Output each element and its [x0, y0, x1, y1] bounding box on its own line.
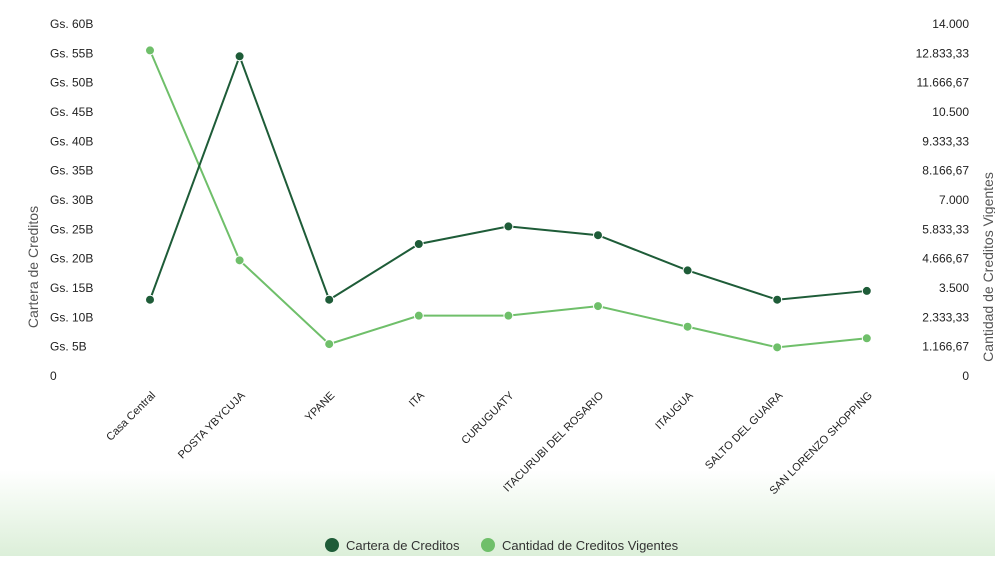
legend-swatch	[325, 538, 339, 552]
data-point[interactable]	[682, 265, 693, 276]
right-tick-label: 4.666,67	[922, 252, 969, 266]
legend: Cartera de Creditos Cantidad de Creditos …	[325, 538, 679, 553]
data-point[interactable]	[503, 310, 514, 321]
right-tick-label: 11.666,67	[917, 76, 970, 90]
left-tick-label: Gs. 35B	[50, 164, 93, 178]
data-point[interactable]	[772, 294, 783, 305]
legend-label[interactable]: Cantidad de Creditos Vigentes	[502, 538, 679, 553]
data-point[interactable]	[324, 339, 335, 350]
left-tick-label: Gs. 20B	[50, 252, 93, 266]
x-tick-label: YPANE	[303, 390, 337, 424]
left-tick-label: 0	[50, 369, 57, 383]
right-tick-label: 0	[962, 369, 969, 383]
right-tick-label: 10.500	[932, 105, 969, 119]
data-point[interactable]	[503, 221, 514, 232]
left-tick-label: Gs. 60B	[50, 17, 93, 31]
left-tick-label: Gs. 15B	[50, 281, 93, 295]
data-point[interactable]	[234, 51, 245, 62]
legend-label[interactable]: Cartera de Creditos	[346, 538, 460, 553]
data-point[interactable]	[413, 239, 424, 249]
x-tick-label: Casa Central	[104, 390, 158, 444]
left-axis-title: Cartera de Creditos	[25, 206, 41, 328]
right-tick-label: 12.833,33	[916, 46, 970, 60]
x-tick-label: ITAUGUA	[653, 389, 696, 432]
right-tick-label: 1.166,67	[922, 340, 969, 354]
right-tick-label: 8.166,67	[922, 164, 969, 178]
right-tick-label: 7.000	[939, 193, 969, 207]
data-point[interactable]	[145, 294, 155, 305]
data-point[interactable]	[861, 285, 872, 296]
series-layer	[145, 45, 872, 353]
left-tick-label: Gs. 10B	[50, 310, 93, 324]
series-line	[149, 53, 867, 302]
right-axis-title: Cantidad de Creditos Vigentes	[980, 172, 995, 362]
data-point[interactable]	[593, 301, 603, 312]
left-tick-label: Gs. 25B	[50, 222, 93, 236]
data-point[interactable]	[413, 310, 424, 321]
right-tick-label: 5.833,33	[922, 222, 969, 236]
x-tick-label: ITA	[407, 389, 427, 409]
data-point[interactable]	[234, 255, 245, 266]
data-point[interactable]	[682, 321, 693, 332]
left-axis-ticks: 0 Gs. 5B Gs. 10B Gs. 15B Gs. 20B Gs. 25B Gs. 3…	[50, 17, 93, 383]
left-tick-label: Gs. 30B	[50, 193, 93, 207]
left-tick-label: Gs. 55B	[50, 46, 93, 60]
left-tick-label: Gs. 5B	[50, 340, 87, 354]
right-tick-label: 14.000	[932, 17, 969, 31]
left-tick-label: Gs. 50B	[50, 76, 93, 90]
x-tick-label: POSTA YBYCUJA	[176, 389, 248, 461]
data-point[interactable]	[861, 333, 872, 344]
x-tick-label: CURUGUATY	[459, 389, 517, 447]
left-tick-label: Gs. 45B	[50, 105, 93, 119]
data-point[interactable]	[772, 342, 783, 353]
right-tick-label: 9.333,33	[922, 134, 969, 148]
x-tick-label: SALTO DEL GUAIRA	[703, 389, 786, 472]
series-line	[149, 50, 867, 349]
data-point[interactable]	[145, 45, 155, 56]
data-point[interactable]	[324, 294, 335, 305]
data-point[interactable]	[593, 230, 603, 241]
legend-swatch	[481, 538, 495, 552]
right-tick-label: 2.333,33	[922, 310, 969, 324]
left-tick-label: Gs. 40B	[50, 134, 93, 148]
right-tick-label: 3.500	[939, 281, 969, 295]
footer-background	[0, 470, 995, 556]
right-axis-ticks: 0 1.166,67 2.333,33 3.500 4.666,67 5.833,33 7.…	[916, 17, 970, 383]
